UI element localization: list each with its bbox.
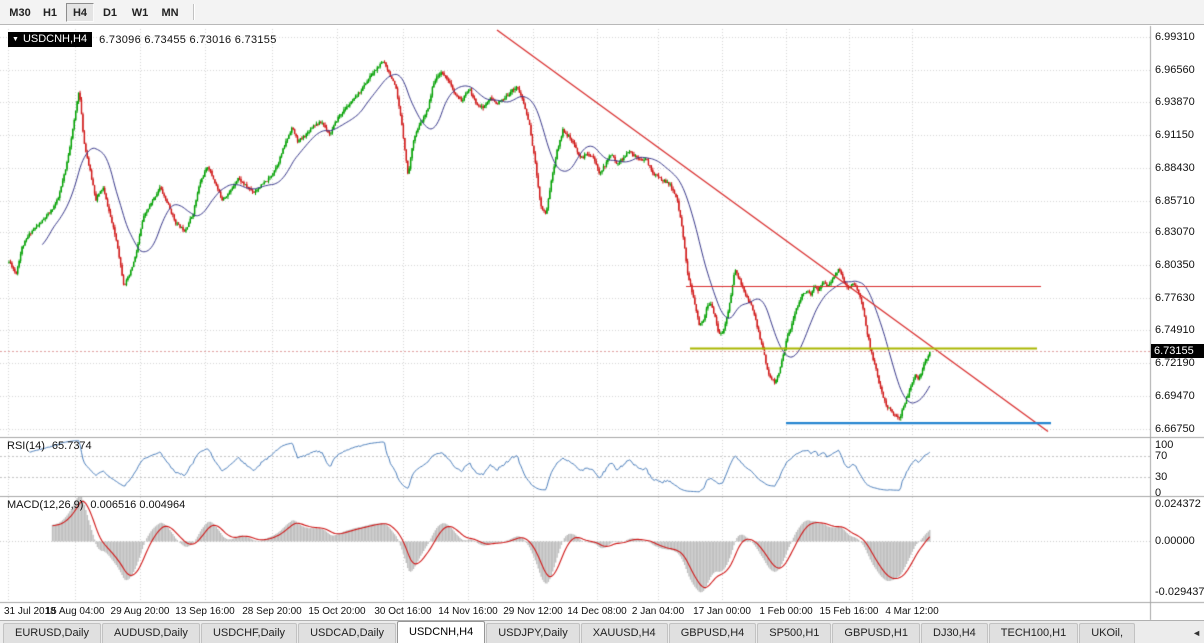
date-axis-label: 15 Aug 04:00 [45, 606, 105, 617]
price-axis-label: 6.96560 [1155, 64, 1195, 77]
date-axis-label: 2 Jan 04:00 [631, 606, 685, 617]
date-axis-label: 14 Dec 08:00 [567, 606, 627, 617]
symbol-title: ▼ USDCNH,H4 [8, 32, 93, 47]
macd-indicator-header: MACD(12,26,9) 0.006516 0.004964 [7, 499, 185, 511]
ohlc-readout: 6.73096 6.73455 6.73016 6.73155 [99, 33, 277, 46]
date-axis-label: 28 Sep 20:00 [242, 606, 302, 617]
price-axis-label: 6.88430 [1155, 161, 1195, 174]
rsi-axis-label: 0 [1155, 486, 1162, 499]
chart-tab-eurusd-daily[interactable]: EURUSD,Daily [3, 623, 101, 643]
macd-axis-label: 0.024372 [1155, 498, 1201, 510]
price-axis-label: 6.66750 [1155, 422, 1195, 435]
timeframe-button-mn[interactable]: MN [161, 6, 179, 19]
symbol-overlay: ▼ USDCNH,H4 6.73096 6.73455 6.73016 6.731… [8, 32, 277, 47]
rsi-indicator-header: RSI(14) 65.7374 [7, 440, 92, 452]
date-axis-label: 1 Feb 00:00 [759, 606, 813, 617]
date-axis-label: 4 Mar 12:00 [885, 606, 939, 617]
date-axis-label: 13 Sep 16:00 [175, 606, 235, 617]
macd-axis-label: -0.029437 [1155, 586, 1204, 598]
tab-scroll-left-icon[interactable]: ◄ [1192, 628, 1201, 638]
chart-tab-usdjpy-daily[interactable]: USDJPY,Daily [486, 623, 580, 643]
date-axis-label: 29 Aug 20:00 [110, 606, 170, 617]
price-axis-label: 6.85710 [1155, 194, 1195, 207]
chart-tab-usdcnh-h4[interactable]: USDCNH,H4 [397, 621, 486, 643]
timeframe-button-d1[interactable]: D1 [102, 6, 118, 19]
rsi-axis-label: 100 [1155, 439, 1174, 451]
date-axis-label: 31 Jul 2018 [4, 606, 56, 617]
timeframe-button-w1[interactable]: W1 [131, 6, 149, 19]
price-axis-label: 6.72190 [1155, 357, 1195, 370]
price-axis-label: 6.77630 [1155, 291, 1195, 304]
timeframe-button-group: M30 H1 H4 D1 W1 MN [6, 2, 186, 22]
timeframe-button-h1[interactable]: H1 [42, 6, 58, 19]
chart-tab-gbpusd-h4[interactable]: GBPUSD,H4 [668, 623, 757, 643]
timeframe-toolbar: M30 H1 H4 D1 W1 MN [0, 0, 1204, 25]
chart-tab-xauusd-h4[interactable]: XAUUSD,H4 [580, 623, 668, 643]
macd-label: MACD(12,26,9) [7, 499, 84, 511]
macd-axis-label: 0.00000 [1155, 534, 1195, 547]
date-axis-label: 17 Jan 00:00 [693, 606, 751, 617]
timeframe-button-h4[interactable]: H4 [66, 2, 94, 22]
price-axis-label: 6.83070 [1155, 226, 1195, 239]
date-axis-label: 15 Feb 16:00 [819, 606, 879, 617]
price-axis-label: 6.80350 [1155, 258, 1195, 271]
date-axis-label: 30 Oct 16:00 [374, 606, 432, 617]
price-axis-label: 6.99310 [1155, 31, 1195, 43]
price-axis-label: 6.93870 [1155, 96, 1195, 109]
macd-values: 0.006516 0.004964 [90, 499, 186, 511]
rsi-value: 65.7374 [51, 440, 92, 452]
rsi-axis-label: 30 [1155, 470, 1168, 483]
toolbar-separator [193, 4, 195, 20]
chart-tab-dj30-h4[interactable]: DJ30,H4 [921, 623, 988, 643]
price-axis-label: 6.91150 [1155, 129, 1194, 142]
symbol-collapse-icon: ▼ [12, 35, 19, 43]
chart-tab-sp500-h1[interactable]: SP500,H1 [757, 623, 832, 643]
symbol-label: USDCNH,H4 [22, 33, 88, 45]
chart-tab-audusd-daily[interactable]: AUDUSD,Daily [101, 623, 200, 643]
rsi-label: RSI(14) [7, 440, 45, 452]
chart-tab-usdchf-daily[interactable]: USDCHF,Daily [200, 623, 298, 643]
rsi-axis-label: 70 [1155, 449, 1168, 462]
chart-tab-list: EURUSD,Daily AUDUSD,Daily USDCHF,Daily USDC… [0, 621, 1204, 643]
price-axis-label: 6.69470 [1155, 389, 1195, 402]
current-price-tag: 6.73155 [1151, 344, 1204, 359]
chart-tab-tech100-h1[interactable]: TECH100,H1 [988, 623, 1079, 643]
date-axis-label: 14 Nov 16:00 [438, 606, 498, 617]
date-axis-label: 29 Nov 12:00 [503, 606, 563, 617]
timeframe-button-m30[interactable]: M30 [9, 6, 31, 19]
chart-tab-usdcad-daily[interactable]: USDCAD,Daily [298, 623, 397, 643]
chart-tab-ukoil[interactable]: UKOil, [1079, 623, 1135, 643]
chart-tab-bar: EURUSD,Daily AUDUSD,Daily USDCHF,Daily USDC… [0, 620, 1204, 643]
price-axis-label: 6.74910 [1155, 324, 1195, 337]
chart-tab-gbpusd-h1[interactable]: GBPUSD,H1 [832, 623, 920, 643]
date-axis-label: 15 Oct 20:00 [308, 606, 366, 617]
